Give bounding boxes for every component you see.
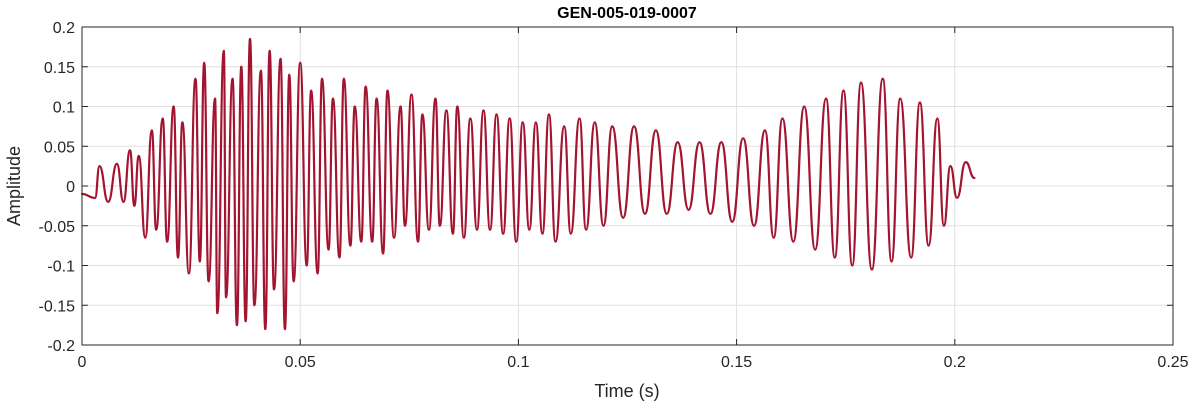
y-tick-label: -0.1 (47, 259, 75, 276)
series-layer (80, 37, 976, 331)
signal-line (80, 37, 976, 331)
y-tick-label: 0.2 (53, 20, 75, 37)
x-tick-label: 0 (78, 354, 87, 371)
y-tick-label: 0.05 (44, 139, 75, 156)
y-tick-label: -0.05 (39, 219, 76, 236)
y-tick-label: -0.2 (47, 338, 75, 355)
y-tick-label: 0 (66, 179, 75, 196)
y-tick-label: 0.15 (44, 60, 75, 77)
y-tick-label: 0.1 (53, 100, 75, 117)
chart-title: GEN-005-019-0007 (557, 5, 697, 22)
x-ticks: 0 0.05 0.1 0.15 0.2 0.25 (78, 27, 1189, 371)
y-tick-label: -0.15 (39, 298, 76, 315)
x-tick-label: 0.1 (507, 354, 529, 371)
x-tick-label: 0.15 (721, 354, 752, 371)
y-ticks: -0.2 -0.15 -0.1 -0.05 0 0.05 0.1 0.15 0.2 (39, 20, 1173, 355)
x-tick-label: 0.2 (944, 354, 966, 371)
x-axis-label: Time (s) (594, 381, 659, 401)
x-tick-label: 0.25 (1157, 354, 1188, 371)
y-axis-label: Amplitude (4, 146, 24, 226)
x-tick-label: 0.05 (285, 354, 316, 371)
